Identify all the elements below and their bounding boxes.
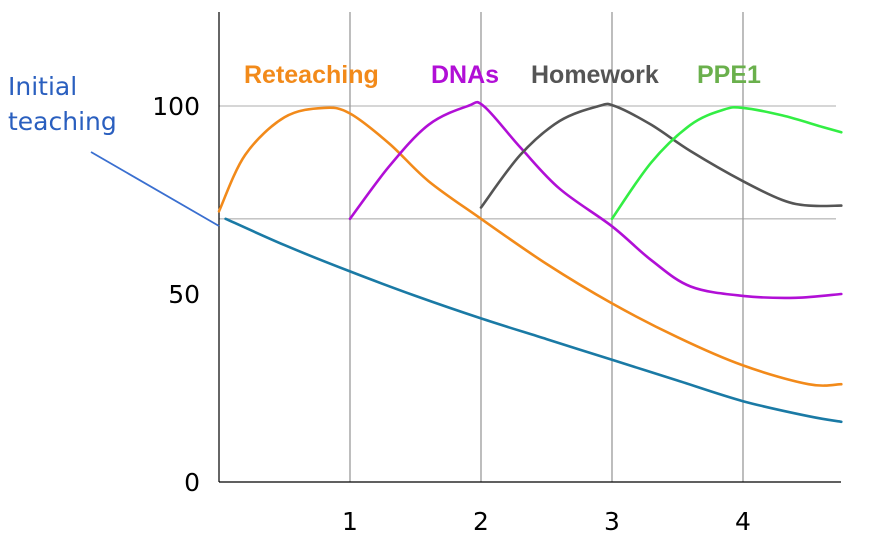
series-lines xyxy=(217,100,843,424)
label-dnas: DNAs xyxy=(431,61,499,89)
series-line-ppe1 xyxy=(610,105,843,221)
x-tick-label: 4 xyxy=(735,507,751,536)
initial-teaching-annotation-line2: teaching xyxy=(8,107,117,136)
series-line-reteaching xyxy=(217,106,843,387)
x-tick-labels: 1 2 3 4 xyxy=(342,507,751,536)
x-tick-label: 1 xyxy=(342,507,358,536)
label-reteaching: Reteaching xyxy=(244,61,379,89)
y-tick-labels: 0 50 100 xyxy=(152,92,200,497)
label-ppe1: PPE1 xyxy=(697,61,761,89)
series-line-initial-teaching xyxy=(224,217,843,424)
gridlines xyxy=(219,12,836,482)
y-tick-label: 100 xyxy=(152,92,200,121)
series-line-dnas xyxy=(348,100,843,300)
initial-teaching-pointer xyxy=(90,151,220,227)
axes xyxy=(218,12,841,483)
series-line-homework xyxy=(479,102,843,209)
x-tick-label: 2 xyxy=(473,507,489,536)
x-tick-label: 3 xyxy=(604,507,620,536)
y-tick-label: 50 xyxy=(168,280,200,309)
y-tick-label: 0 xyxy=(184,468,200,497)
label-homework: Homework xyxy=(531,61,659,89)
initial-teaching-annotation-line1: Initial xyxy=(8,72,77,101)
